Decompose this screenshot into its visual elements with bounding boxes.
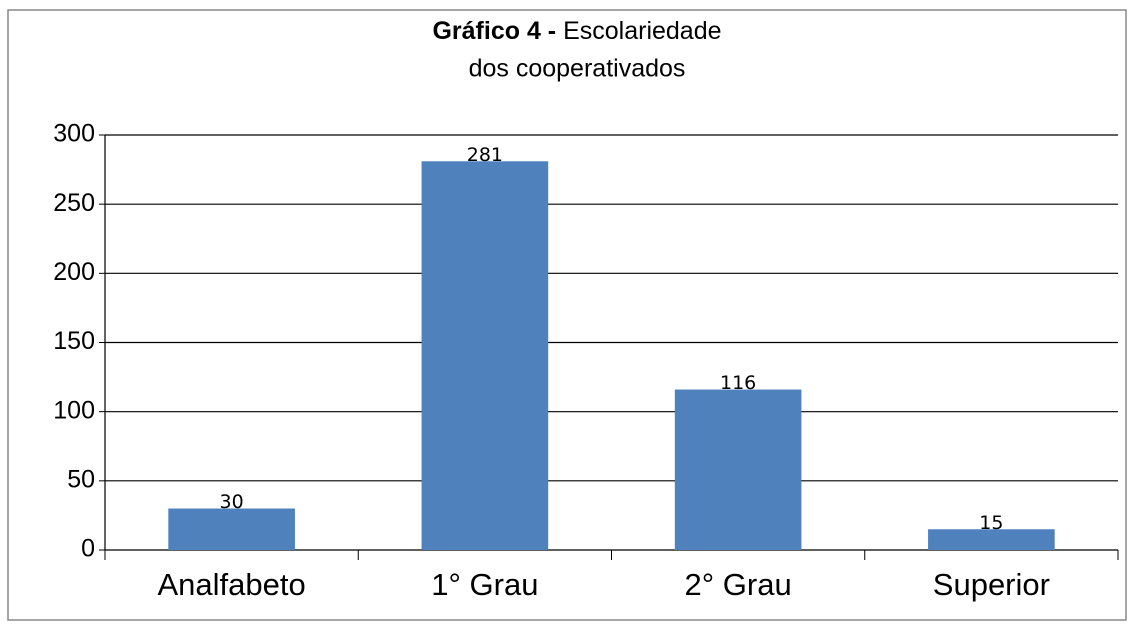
y-tick-label: 100 — [53, 396, 95, 424]
bar — [168, 508, 295, 550]
y-tick-label: 300 — [53, 120, 95, 148]
value-label: 116 — [720, 372, 756, 394]
bar — [928, 529, 1055, 550]
x-tick-label: 1° Grau — [431, 567, 538, 602]
x-tick-label: Superior — [933, 567, 1050, 602]
title-label: Gráfico 4 - — [432, 17, 556, 45]
y-tick-label: 200 — [53, 258, 95, 286]
y-tick-label: 250 — [53, 189, 95, 217]
chart-title-line: dos cooperativados — [469, 55, 686, 83]
y-tick-label: 50 — [67, 465, 95, 493]
chart-title: Gráfico 4 - Escolariedade — [432, 17, 721, 45]
value-label: 30 — [220, 491, 244, 513]
y-tick-label: 150 — [53, 327, 95, 355]
title-text: Escolariedade — [563, 17, 721, 45]
value-label: 15 — [979, 512, 1003, 534]
bar — [421, 161, 549, 551]
x-tick-label: 2° Grau — [685, 567, 792, 602]
y-tick-label: 0 — [81, 535, 95, 563]
x-tick-label: Analfabeto — [158, 567, 306, 602]
value-label: 281 — [467, 144, 503, 166]
bar — [674, 389, 802, 550]
